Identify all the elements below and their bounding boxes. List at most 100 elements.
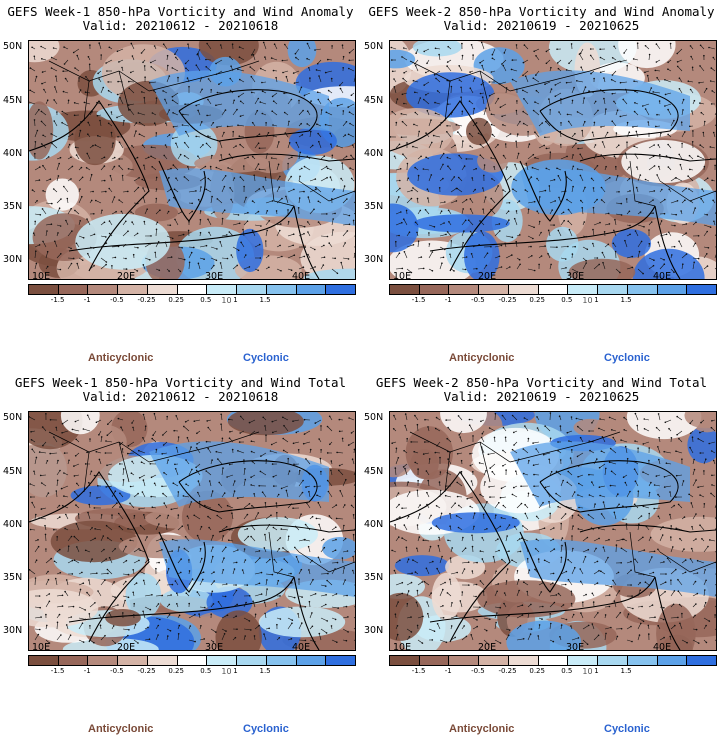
wind-arrow-head (250, 450, 253, 453)
wind-arrow-head (498, 83, 501, 85)
wind-arrow-head (344, 579, 347, 581)
wind-arrow (395, 144, 400, 149)
wind-arrow-head (88, 63, 91, 66)
wind-arrow (548, 99, 551, 105)
wind-arrow-head (591, 481, 593, 483)
wind-arrow (172, 67, 179, 72)
wind-arrow-head (424, 209, 427, 211)
wind-arrow-head (103, 221, 106, 224)
country-borders (409, 60, 716, 207)
wind-arrow-head (74, 455, 77, 457)
wind-arrow (282, 59, 289, 61)
wind-arrow-head (264, 612, 266, 615)
wind-arrow-head (251, 121, 254, 124)
wind-arrow-head (167, 635, 169, 637)
wind-arrow (30, 67, 36, 72)
wind-arrow-head (457, 176, 460, 179)
country-borders (48, 60, 355, 207)
wind-arrow-head (282, 71, 284, 74)
wind-arrow (188, 578, 193, 586)
wind-arrow (600, 57, 606, 61)
wind-arrow-head (691, 66, 694, 69)
wind-arrow-head (345, 155, 348, 158)
wind-arrow-head (678, 77, 681, 79)
wind-arrow (353, 472, 355, 476)
wind-arrow-head (502, 426, 505, 429)
wind-arrow (151, 474, 157, 478)
wind-arrow-head (594, 144, 597, 146)
wind-arrow (34, 628, 40, 630)
wind-arrow-head (287, 535, 290, 538)
wind-arrow (62, 430, 69, 434)
wind-arrow-head (172, 482, 175, 484)
wind-arrow (566, 199, 573, 204)
wind-arrow (406, 190, 412, 193)
wind-arrow-head (399, 168, 402, 170)
wind-arrow-head (170, 188, 172, 191)
wind-arrow (149, 81, 157, 84)
wind-arrow (67, 546, 69, 553)
wind-arrow (221, 186, 225, 193)
wind-arrow-head (450, 85, 453, 88)
wind-arrow (404, 468, 408, 476)
wind-arrow (243, 197, 247, 204)
wind-arrow (243, 536, 249, 542)
wind-arrow (74, 559, 80, 564)
wind-arrow-head (273, 43, 276, 45)
wind-arrow (298, 197, 300, 204)
wind-arrow (34, 119, 36, 127)
wind-arrow-head (588, 473, 590, 476)
wind-arrow (577, 168, 584, 171)
wind-arrow (304, 166, 311, 171)
wind-arrow-head (173, 429, 175, 432)
vorticity-shading (656, 603, 696, 650)
wind-arrow (505, 254, 512, 259)
wind-arrow-head (174, 218, 176, 221)
wind-arrow (470, 198, 474, 204)
colorbar-swatch (627, 285, 658, 294)
wind-arrow (281, 528, 289, 531)
wind-arrow-head (578, 482, 580, 485)
wind-arrow-head (153, 89, 155, 92)
wind-arrow-head (577, 425, 579, 428)
wind-arrow-head (538, 263, 540, 266)
wind-arrow-head (191, 210, 193, 213)
wind-arrow (523, 59, 529, 63)
wind-arrow-head (416, 489, 419, 492)
wind-arrow-head (499, 525, 502, 528)
wind-arrow (51, 57, 58, 61)
wind-vectors (390, 41, 716, 275)
wind-arrow-head (575, 142, 577, 145)
wind-arrow-head (112, 142, 114, 144)
wind-arrow-head (652, 155, 655, 158)
wind-arrow-head (202, 571, 205, 573)
wind-arrow (99, 120, 102, 127)
wind-arrow-head (683, 548, 685, 550)
wind-arrow-head (159, 209, 161, 211)
wind-arrow (111, 491, 116, 498)
colorbar-scale-label: 10 (221, 667, 232, 676)
wind-arrow-head (414, 414, 416, 417)
wind-arrow-head (182, 495, 185, 497)
wind-arrow (298, 569, 302, 575)
wind-arrow-head (127, 452, 129, 455)
wind-arrow (150, 156, 157, 160)
wind-arrow (287, 595, 295, 598)
wind-arrow-head (50, 557, 52, 560)
wind-arrow-head (352, 514, 355, 516)
wind-arrow-head (223, 209, 226, 211)
colorbar-tick-label: -0.5 (471, 296, 485, 304)
wind-arrow (206, 143, 212, 149)
wind-arrow (119, 526, 124, 531)
wind-arrow-head (226, 476, 228, 478)
wind-arrow-head (111, 265, 113, 267)
wind-arrow-head (346, 594, 348, 597)
wind-arrow-head (478, 244, 480, 246)
wind-arrow-head (333, 188, 335, 190)
wind-arrow-head (553, 527, 555, 529)
wind-arrow (29, 569, 36, 575)
wind-arrow-head (55, 75, 57, 77)
wind-arrow (252, 601, 256, 608)
wind-arrow (161, 537, 168, 542)
wind-arrow-head (705, 87, 708, 90)
